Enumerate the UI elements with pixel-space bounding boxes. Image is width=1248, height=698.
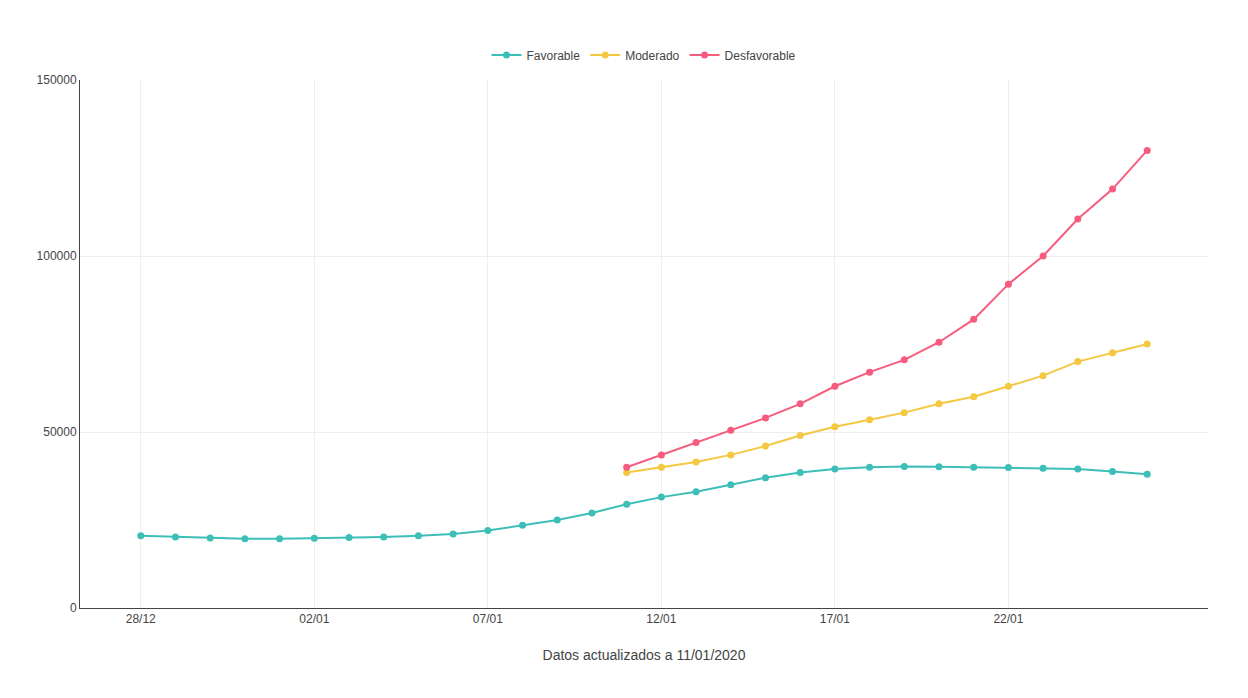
svg-text:0: 0 (70, 601, 77, 615)
svg-text:07/01: 07/01 (473, 612, 503, 626)
svg-text:Moderado: Moderado (625, 49, 679, 63)
svg-text:Datos actualizados a 11/01/202: Datos actualizados a 11/01/2020 (543, 647, 746, 663)
svg-text:Favorable: Favorable (527, 49, 581, 63)
svg-text:100000: 100000 (37, 249, 77, 263)
svg-text:50000: 50000 (43, 425, 77, 439)
svg-text:22/01: 22/01 (993, 612, 1023, 626)
svg-text:Desfavorable: Desfavorable (725, 49, 796, 63)
svg-text:150000: 150000 (37, 73, 77, 87)
svg-text:02/01: 02/01 (299, 612, 329, 626)
svg-text:17/01: 17/01 (820, 612, 850, 626)
svg-text:12/01: 12/01 (646, 612, 676, 626)
svg-text:28/12: 28/12 (126, 612, 156, 626)
